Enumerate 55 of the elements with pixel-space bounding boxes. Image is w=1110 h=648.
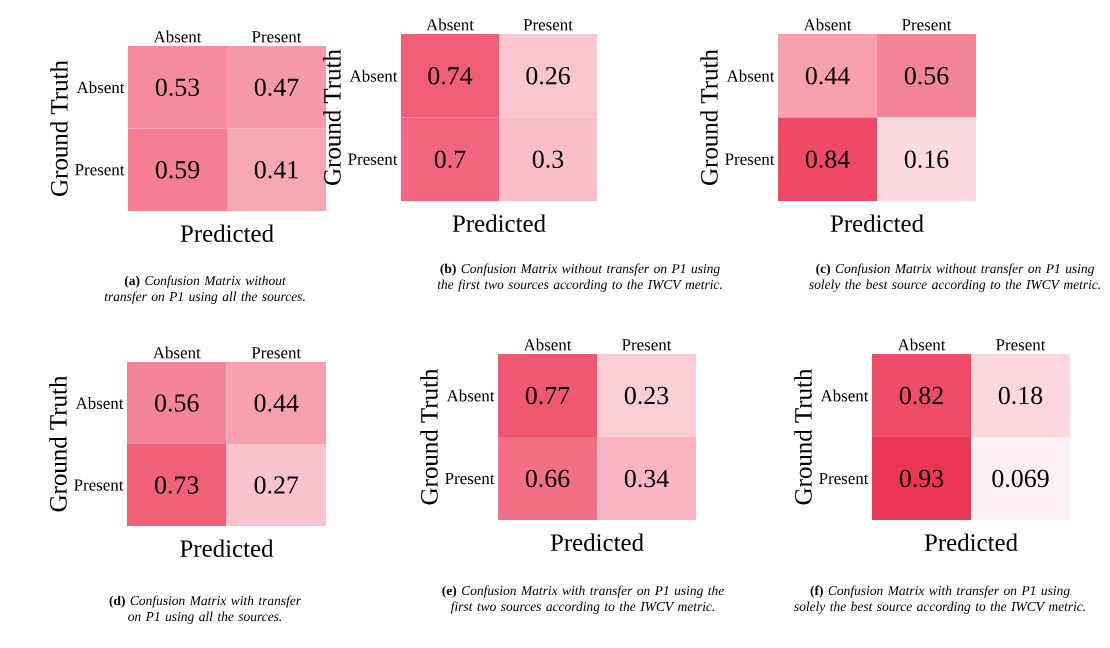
data-label: 0.7 xyxy=(434,150,466,169)
data-label: 0.26 xyxy=(526,66,570,85)
data-label: 0.56 xyxy=(155,394,199,412)
data-label: 0.82 xyxy=(899,386,943,405)
y-axis-title: Ground Truth xyxy=(49,375,67,512)
x-tick-label: Absent xyxy=(803,18,852,31)
text: (c) Confusion Matrix without transfer on P1 using solely the best source according to the IWCV metric. xyxy=(809,263,1100,292)
y-tick-label: Absent xyxy=(76,81,125,94)
data-label: 0.069 xyxy=(992,469,1049,488)
x-axis-title: Predicted xyxy=(924,533,1018,552)
data-label: 0.47 xyxy=(254,78,299,97)
x-tick-label: Present xyxy=(622,339,672,351)
data-label: 0.74 xyxy=(428,66,473,85)
y-axis-title: Ground Truth xyxy=(700,49,718,185)
x-tick-label: Present xyxy=(996,339,1046,351)
x-tick-label: Absent xyxy=(897,338,946,351)
data-label: 0.23 xyxy=(624,386,669,405)
x-tick-label: Absent xyxy=(523,338,572,351)
x-tick-label: Absent xyxy=(426,18,474,31)
data-label: 0.77 xyxy=(525,386,570,405)
data-label: 0.73 xyxy=(155,476,199,494)
x-axis-title: Predicted xyxy=(452,214,546,233)
data-label: 0.66 xyxy=(525,469,570,488)
y-axis-title: Ground Truth xyxy=(794,368,812,505)
data-label: 0.16 xyxy=(904,150,949,169)
y-axis-title: Ground Truth xyxy=(323,49,341,185)
text: (f) Confusion Matrix with transfer on P1 using solely the best source according to the IWCV metric. xyxy=(794,585,1085,614)
x-axis-title: Predicted xyxy=(550,533,644,552)
y-tick-label: Absent xyxy=(75,397,124,409)
text: (e) Confusion Matrix with transfer on P1 using the first two sources according to the IWCV metric. xyxy=(442,585,724,614)
data-label: 0.53 xyxy=(155,78,200,97)
x-axis-title: Predicted xyxy=(180,224,274,243)
data-label: 0.93 xyxy=(899,469,944,488)
data-label: 0.56 xyxy=(904,66,949,85)
data-label: 0.27 xyxy=(254,476,299,494)
x-axis-title: Predicted xyxy=(830,214,924,233)
x-axis-title: Predicted xyxy=(180,539,274,558)
x-tick-label: Present xyxy=(523,19,573,31)
data-label: 0.3 xyxy=(532,150,564,169)
x-tick-label: Absent xyxy=(152,346,201,359)
data-label: 0.41 xyxy=(254,160,298,179)
y-tick-label: Present xyxy=(75,164,125,176)
data-label: 0.44 xyxy=(805,66,850,85)
text: (b) Confusion Matrix without transfer on P1 using the first two sources according to the IWCV metric. xyxy=(437,263,722,292)
data-label: 0.44 xyxy=(254,394,299,412)
text: (d) Confusion Matrix with transfer on P1 using all the sources. xyxy=(109,595,302,624)
data-label: 0.59 xyxy=(155,160,200,179)
y-axis-title: Ground Truth xyxy=(50,60,68,196)
y-axis-title: Ground Truth xyxy=(420,368,438,505)
text: (a) Confusion Matrix without transfer on P1 using all the sources. xyxy=(104,275,305,304)
x-tick-label: Present xyxy=(902,19,952,31)
data-label: 0.84 xyxy=(805,150,850,169)
y-tick-label: Present xyxy=(74,479,124,491)
data-label: 0.34 xyxy=(624,469,669,488)
data-label: 0.18 xyxy=(998,386,1043,405)
